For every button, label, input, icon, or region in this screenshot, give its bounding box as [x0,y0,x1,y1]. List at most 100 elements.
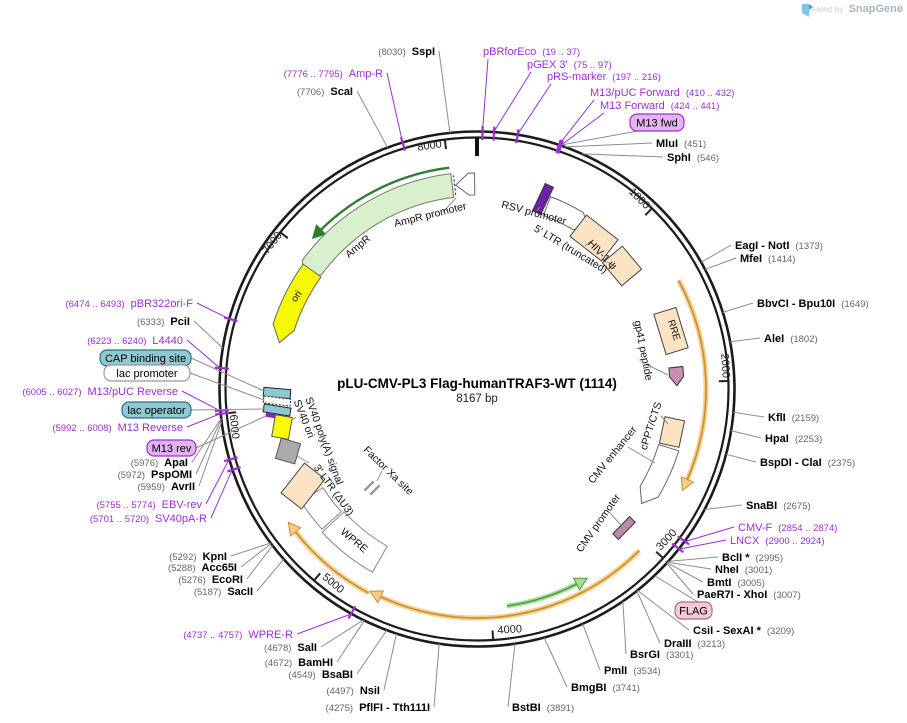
cmv-arrow [639,444,680,505]
primer-leader-CMV-F [684,526,735,543]
enzyme-leader-SphI [581,153,664,158]
enzyme-leader-AleI [730,337,761,343]
enzyme-leader-ApaI [191,418,222,463]
plasmid-title: pLU-CMV-PL3 Flag-humanTRAF3-WT (1114) [337,376,617,391]
tick-label-3000: 3000 [654,527,679,553]
enzyme-leader-BamHI [336,620,365,663]
feature-label: CMV enhancer [586,424,640,486]
primer-leader-L4440 [186,339,221,369]
enzyme-label-PmlI: PmlI (3534) [604,665,661,677]
enzyme-leader-DraIII [636,590,661,644]
primer-leader-pBRforEco [482,58,489,132]
tick-mark-7000 [280,231,289,239]
ampr-promoter-arrow [454,172,476,196]
feature-connector [376,470,383,482]
feature-label: cPPT/CTS [638,401,665,452]
sv40-ori-box [271,414,293,440]
plasmid-size: 8167 bp [456,393,498,405]
enzyme-label-SphI: SphI (546) [667,152,719,164]
feature-label: CMV promoter [574,491,623,554]
feature-connector [535,206,541,213]
snapgene-watermark: Created by SnapGene [802,3,903,17]
orf-arc-green-arrowhead [572,577,589,591]
primer-label-WPRE-R: (4737 .. 4757) WPRE-R [183,629,293,641]
feature-connector [290,416,297,422]
boxed-label-leader [190,357,265,392]
hiv1-psi-box [601,245,643,287]
enzyme-label-ScaI: (7706) ScaI [297,86,353,98]
primer-tick [492,126,496,141]
feature-connector [606,261,616,267]
boxed-label-text: M13 fwd [636,118,678,130]
enzyme-leader-BmtI [666,562,704,583]
primer-label-pBR322ori-F: (6474 .. 6493) pBR322ori-F [65,298,193,310]
enzyme-label-BamHI: (4672) BamHI [265,657,333,669]
plasmid-backbone-outer-ring [218,130,736,648]
orf-arc-bottom-left-arrowhead [287,521,302,537]
feature-connector [296,455,310,464]
primer-tick [215,411,230,416]
primer-tick [347,605,357,620]
ltr3-box [280,462,326,510]
tick-label-1000: 1000 [626,186,652,212]
enzyme-label-BclI-: BclI * (2995) [722,552,783,564]
ltr5-box [569,214,619,262]
enzyme-leader-BclI- [668,556,719,562]
enzyme-label-BsrGI: BsrGI (3301) [630,649,693,661]
plasmid-backbone-inner-ring [224,136,730,642]
enzyme-leader-SnaBI [704,504,743,511]
boxed-label-leader [189,372,265,401]
primer-label-M13-Forward: M13 Forward (424 .. 441) [600,100,719,112]
feature-connector [627,446,656,464]
boxed-label-leader [190,408,266,411]
enzyme-leader-PciI [193,320,224,349]
primer-tick [214,408,229,413]
enzyme-leader-HpaI [730,430,762,439]
enzyme-leader-MluI [564,142,653,148]
enzyme-leader-AvrII [198,421,223,487]
primer-leader-pRS-marker [517,83,552,135]
enzyme-leader-BsrGI [622,601,627,655]
enzyme-leader-KflI [733,411,765,418]
primer-leader-pBR322ori-F [196,302,229,320]
primer-label-M13-pUC-Forward: M13/pUC Forward (410 .. 432) [590,87,734,99]
enzyme-label-SspI: (8030) SspI [378,46,435,58]
factor-xa-mark [363,480,375,492]
enzyme-leader-NsiI [383,633,397,691]
enzyme-leader-Acc65I [240,543,272,568]
feature-label: ori [289,289,304,304]
primer-label-SV40pA-R: (5701 .. 5720) SV40pA-R [90,513,207,525]
boxed-label-text: FLAG [679,606,708,618]
enzyme-label-ApaI: (5976) ApaI [131,457,188,469]
enzyme-label-BspDI-ClaI: BspDI - ClaI (2375) [760,457,855,469]
enzyme-label-AleI: AleI (1802) [764,333,818,345]
enzyme-label-MluI: MluI (451) [656,138,706,150]
rsv-promoter-box [531,182,555,216]
primer-leader-M13-Forward [560,112,605,146]
gp41-arrow [668,365,685,387]
enzyme-leader-SalI [320,619,364,648]
cppt-box [658,416,686,448]
enzyme-label-PflFI-Tth111I: (4275) PflFI - Tth111I [326,702,430,714]
orf-arc-right-arrowhead [680,476,695,492]
primer-leader-M13-Reverse [186,413,221,428]
primer-leader-LNCX [679,539,727,550]
enzyme-leader-EcoRI [246,545,273,580]
primer-tick [677,535,690,546]
primer-label-M13-pUC-Reverse: (6005 .. 6027) M13/pUC Reverse [22,386,178,398]
primer-leader-M13-pUC-Reverse [181,390,221,412]
enzyme-leader-EagI-NotI [700,244,732,263]
feature-connector [645,363,669,376]
orf-arc-right-core [677,280,707,480]
boxed-label-text: lac promoter [116,368,177,380]
ampr-divider [453,175,457,196]
watermark-created-by: Created by [802,4,844,14]
enzyme-label-SacII: (5187) SacII [194,586,253,598]
enzyme-label-BbvCI-Bpu10I: BbvCI - Bpu10I (1649) [757,298,869,310]
lac-operator-box [262,403,292,417]
boxed-label-lac-promoter [103,364,191,382]
primer-tick [226,466,241,473]
enzyme-leader-SspI [438,50,451,133]
enzyme-leader-PaeR7I-XhoI [666,562,694,595]
